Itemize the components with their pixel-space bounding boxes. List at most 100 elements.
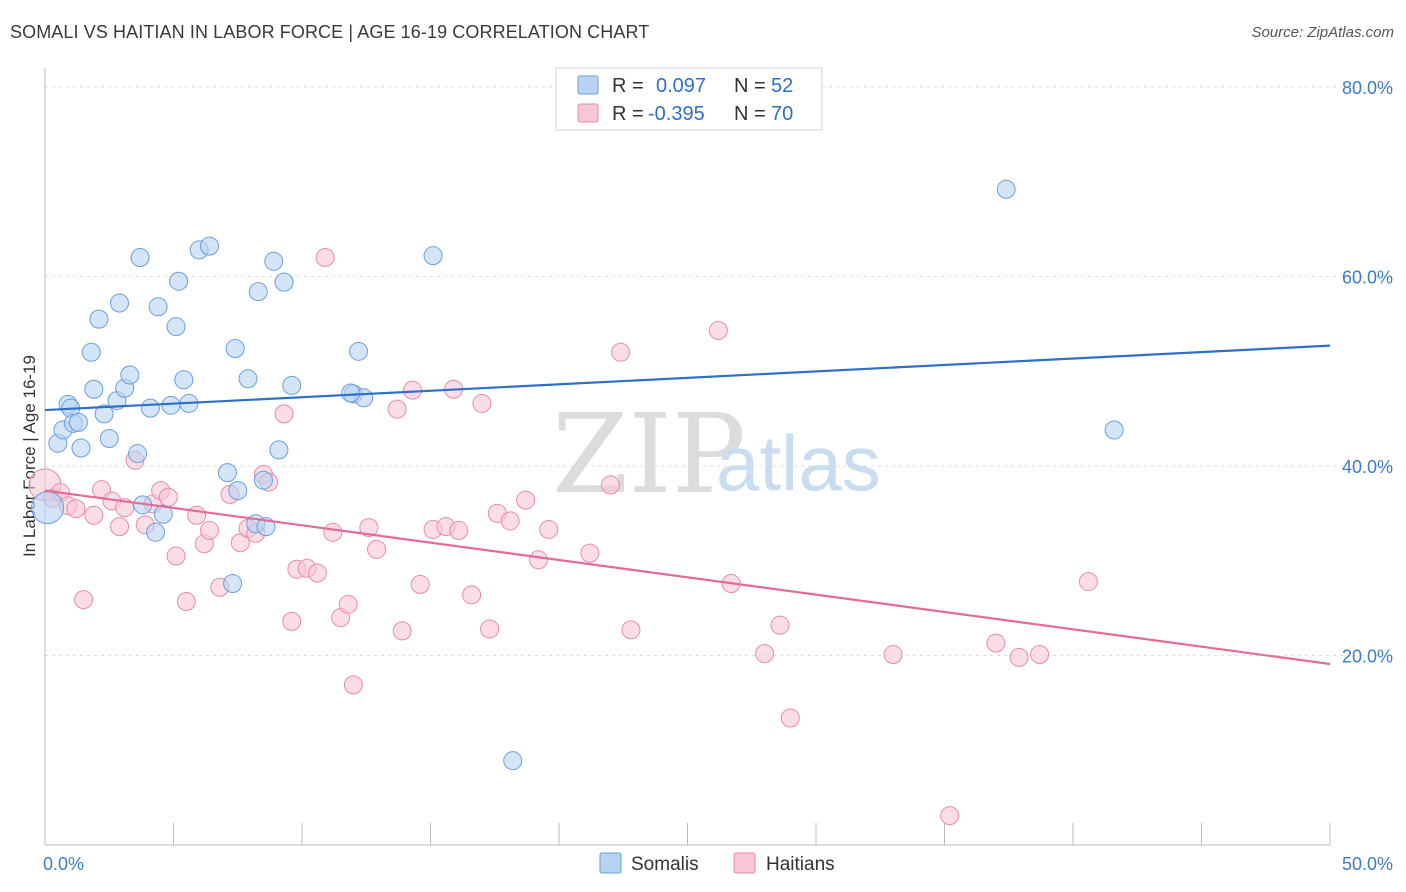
somali-point: [161, 395, 181, 415]
haitian-point: [480, 619, 500, 639]
haitian-point: [883, 645, 903, 665]
somali-point: [31, 491, 65, 525]
haitian-point: [187, 505, 207, 525]
haitian-point: [84, 505, 104, 525]
somali-point: [349, 341, 369, 361]
haitian-points: [28, 248, 1098, 826]
haitian-trend-line: [44, 489, 1331, 666]
somali-point: [166, 317, 186, 337]
haitian-point: [199, 520, 219, 540]
somali-point: [282, 375, 302, 395]
somali-point: [341, 383, 361, 403]
haitian-point: [359, 518, 379, 538]
somali-point: [140, 398, 160, 418]
somali-point: [274, 272, 294, 292]
somali-point: [238, 369, 258, 389]
haitian-point: [166, 546, 186, 566]
y-tick-labels: 20.0% 40.0% 60.0% 80.0%: [1342, 78, 1393, 667]
legend-somali-swatch: [577, 75, 599, 95]
somali-point: [423, 246, 443, 266]
haitian-point: [1078, 572, 1098, 592]
haitian-point: [472, 393, 492, 413]
somali-point: [1104, 420, 1124, 440]
haitian-point: [539, 519, 559, 539]
legend-somali-r-value: 0.097: [656, 75, 706, 97]
haitian-point: [708, 320, 728, 340]
x-tick-labels: 0.0% 50.0%: [43, 854, 1393, 874]
somali-point: [996, 179, 1016, 199]
somali-point: [199, 236, 219, 256]
haitian-point: [462, 585, 482, 605]
somali-point: [130, 248, 150, 268]
legend-haitian-n-value: 70: [771, 103, 793, 125]
legend-somali-n-value: 52: [771, 75, 793, 97]
haitian-point: [323, 522, 343, 542]
haitian-point: [449, 520, 469, 540]
haitian-point: [500, 511, 520, 531]
trend-lines: [44, 344, 1331, 666]
somali-point: [94, 404, 114, 424]
y-axis-label: In Labor Force | Age 16-19: [20, 355, 39, 557]
haitian-point: [940, 806, 960, 826]
haitian-point: [282, 611, 302, 631]
y-tick-label: 60.0%: [1342, 267, 1393, 287]
haitian-point: [392, 621, 412, 641]
somali-point: [110, 293, 130, 313]
somali-point: [248, 282, 268, 302]
somali-point: [68, 412, 88, 432]
chart-title: SOMALI VS HAITIAN IN LABOR FORCE | AGE 1…: [10, 22, 650, 42]
haitian-point: [110, 517, 130, 537]
haitian-point: [621, 620, 641, 640]
haitian-point: [770, 615, 790, 635]
somali-point: [228, 481, 248, 501]
haitian-point: [315, 248, 335, 268]
x-tick-label: 0.0%: [43, 854, 84, 874]
haitian-point: [403, 380, 423, 400]
bottom-legend-somali-swatch: [599, 852, 622, 874]
legend-haitian-n-label: N =: [734, 103, 766, 125]
somali-point: [217, 463, 237, 483]
haitian-point: [780, 708, 800, 728]
legend-haitian-swatch: [577, 103, 599, 123]
somali-point: [89, 309, 109, 329]
y-tick-label: 80.0%: [1342, 78, 1393, 98]
somali-point: [128, 444, 148, 464]
somali-point: [71, 438, 91, 458]
somali-point: [84, 379, 104, 399]
somali-point: [223, 573, 243, 593]
somali-point: [503, 751, 523, 771]
haitian-point: [600, 475, 620, 495]
bottom-legend-haitian-swatch: [733, 852, 756, 874]
haitian-point: [66, 499, 86, 519]
somali-point: [153, 504, 173, 524]
legend-somali-n-label: N =: [734, 75, 766, 97]
haitian-point: [343, 675, 363, 695]
legend-haitian-r-label: R =: [612, 103, 644, 125]
y-tick-label: 20.0%: [1342, 646, 1393, 666]
haitian-point: [528, 550, 548, 570]
axes: [44, 68, 1331, 846]
haitian-point: [410, 574, 430, 594]
watermark-zip: ZIP: [552, 390, 746, 518]
somali-point: [120, 365, 140, 385]
haitian-point: [307, 563, 327, 583]
legend-haitian-r-value: -0.395: [648, 103, 705, 125]
haitian-point: [387, 399, 407, 419]
somali-point: [174, 370, 194, 390]
haitian-point: [338, 594, 358, 614]
somali-point: [269, 440, 289, 460]
x-tick-label: 50.0%: [1342, 854, 1393, 874]
haitian-point: [74, 590, 94, 610]
haitian-point: [516, 490, 536, 510]
legend-box: [555, 67, 823, 131]
haitian-point: [1030, 645, 1050, 665]
source-credit: Source: ZipAtlas.com: [1251, 24, 1394, 41]
gridlines: [45, 86, 1392, 656]
haitian-point: [176, 591, 196, 611]
haitian-point: [755, 644, 775, 664]
haitian-point: [367, 539, 387, 559]
somali-point: [253, 470, 273, 490]
watermark-atlas: atlas: [716, 419, 881, 507]
legend-somali-r-label: R =: [612, 75, 644, 97]
